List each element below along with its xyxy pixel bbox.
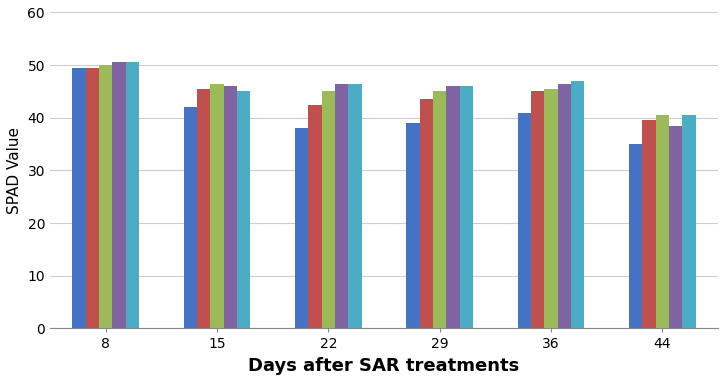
Bar — [558, 84, 571, 329]
Bar — [224, 86, 237, 329]
Bar — [308, 105, 322, 329]
Bar — [655, 115, 669, 329]
Bar — [447, 86, 460, 329]
Bar — [335, 84, 349, 329]
Bar — [460, 86, 473, 329]
Bar — [571, 81, 584, 329]
Bar — [433, 91, 447, 329]
Bar — [669, 126, 682, 329]
Bar — [210, 84, 224, 329]
Bar — [531, 91, 544, 329]
Bar — [629, 144, 642, 329]
Bar — [197, 89, 210, 329]
Bar — [518, 113, 531, 329]
Bar — [349, 84, 362, 329]
Bar — [112, 63, 125, 329]
Bar — [682, 115, 696, 329]
X-axis label: Days after SAR treatments: Days after SAR treatments — [249, 357, 520, 375]
Bar — [406, 123, 420, 329]
Bar — [295, 128, 308, 329]
Bar — [237, 91, 250, 329]
Bar — [99, 65, 112, 329]
Bar — [420, 99, 433, 329]
Bar — [322, 91, 335, 329]
Bar — [72, 68, 86, 329]
Bar — [183, 107, 197, 329]
Bar — [642, 120, 655, 329]
Bar — [125, 63, 139, 329]
Bar — [544, 89, 558, 329]
Bar — [86, 68, 99, 329]
Y-axis label: SPAD Value: SPAD Value — [7, 127, 22, 214]
